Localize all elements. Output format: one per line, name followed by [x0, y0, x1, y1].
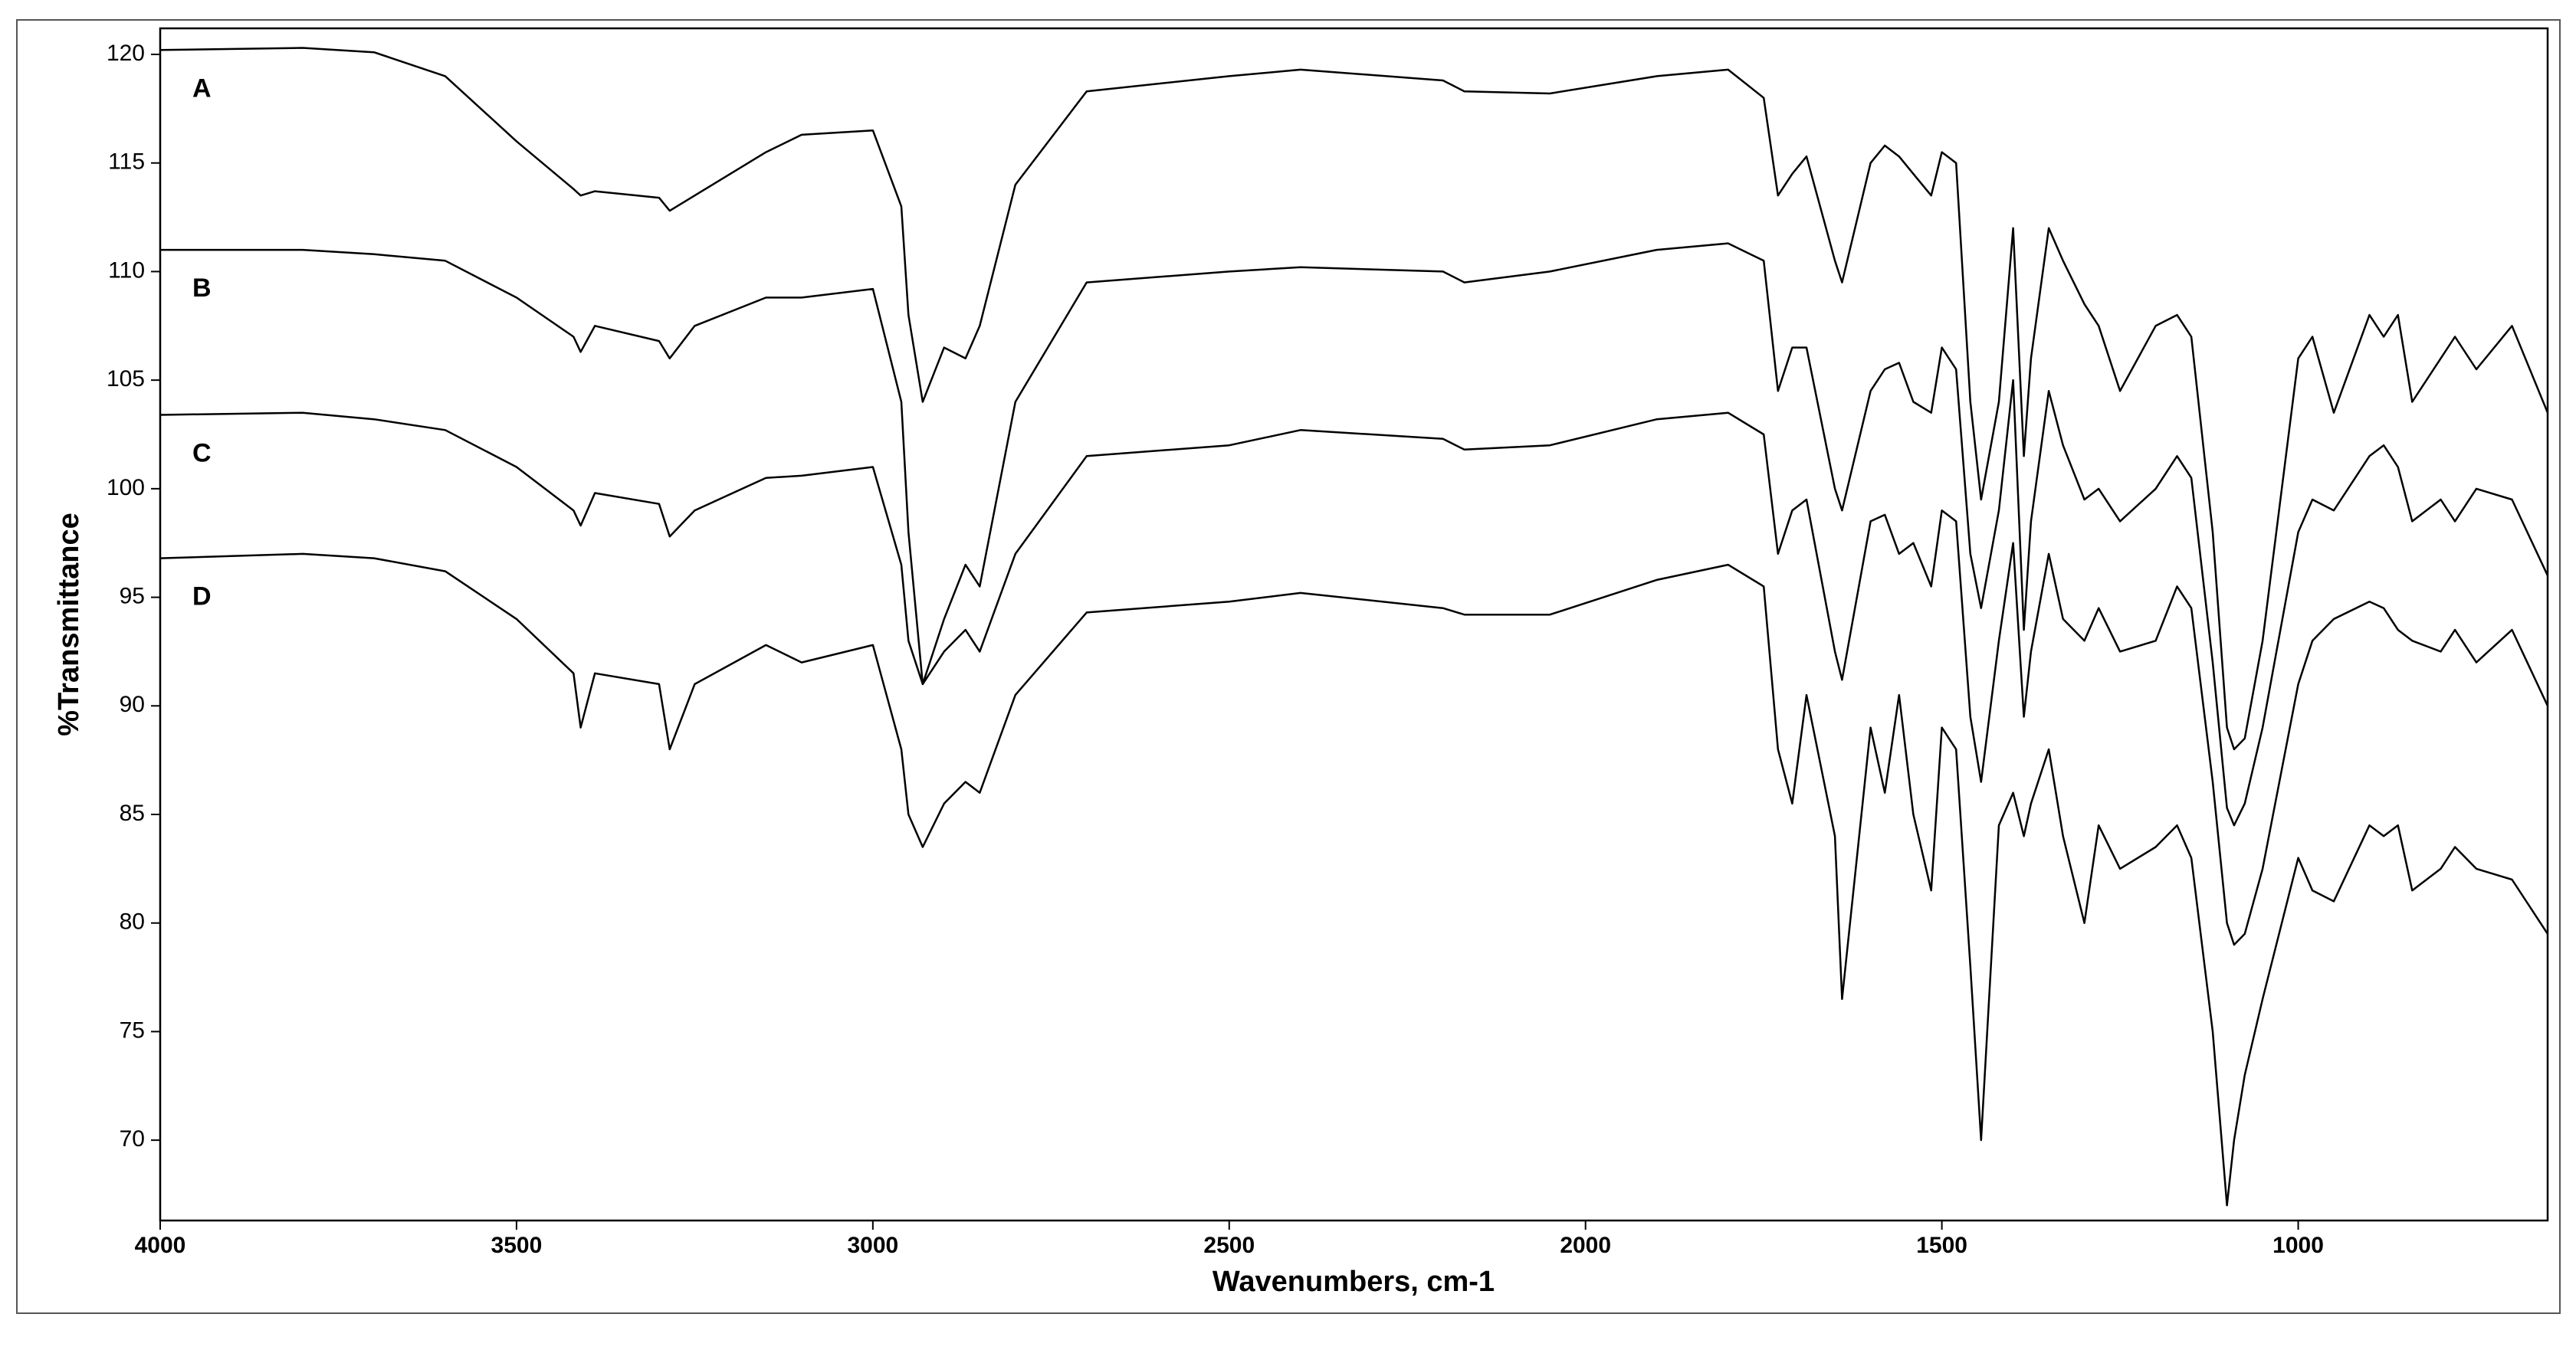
- series-label: D: [192, 582, 212, 611]
- series-label: C: [192, 438, 212, 467]
- y-tick-label: 90: [120, 692, 145, 717]
- spectrum-line: [160, 242, 2549, 827]
- y-tick-label: 120: [107, 41, 145, 66]
- y-tick-label: 115: [108, 149, 145, 175]
- x-tick-label: 3000: [847, 1233, 898, 1258]
- y-tick-label: 80: [120, 909, 145, 935]
- y-tick-label: 105: [107, 366, 145, 392]
- y-tick-label: 75: [120, 1017, 145, 1043]
- spectrum-line: [159, 411, 2549, 946]
- x-tick-label: 2000: [1560, 1233, 1611, 1258]
- y-tick-label: 100: [107, 475, 145, 500]
- x-axis-title: Wavenumbers, cm-1: [1213, 1266, 1495, 1298]
- spectrum-line: [159, 552, 2549, 1207]
- series-label: B: [192, 274, 212, 303]
- y-tick-label: 70: [120, 1126, 145, 1152]
- outer-frame: [16, 19, 2561, 1314]
- plot-frame: [159, 27, 2549, 1222]
- series-label: A: [192, 74, 212, 103]
- spectrum-line: [159, 47, 2549, 751]
- y-tick-label: 110: [108, 257, 145, 283]
- y-tick-label: 95: [120, 583, 145, 608]
- y-tick-label: 85: [120, 801, 145, 826]
- x-tick-label: 2500: [1203, 1233, 1255, 1258]
- y-axis-title: %Transmittance: [53, 513, 85, 736]
- x-tick-label: 1500: [1916, 1233, 1967, 1258]
- x-tick-label: 3500: [491, 1233, 543, 1258]
- x-tick-label: 4000: [135, 1233, 186, 1258]
- x-tick-label: 1000: [2272, 1233, 2324, 1258]
